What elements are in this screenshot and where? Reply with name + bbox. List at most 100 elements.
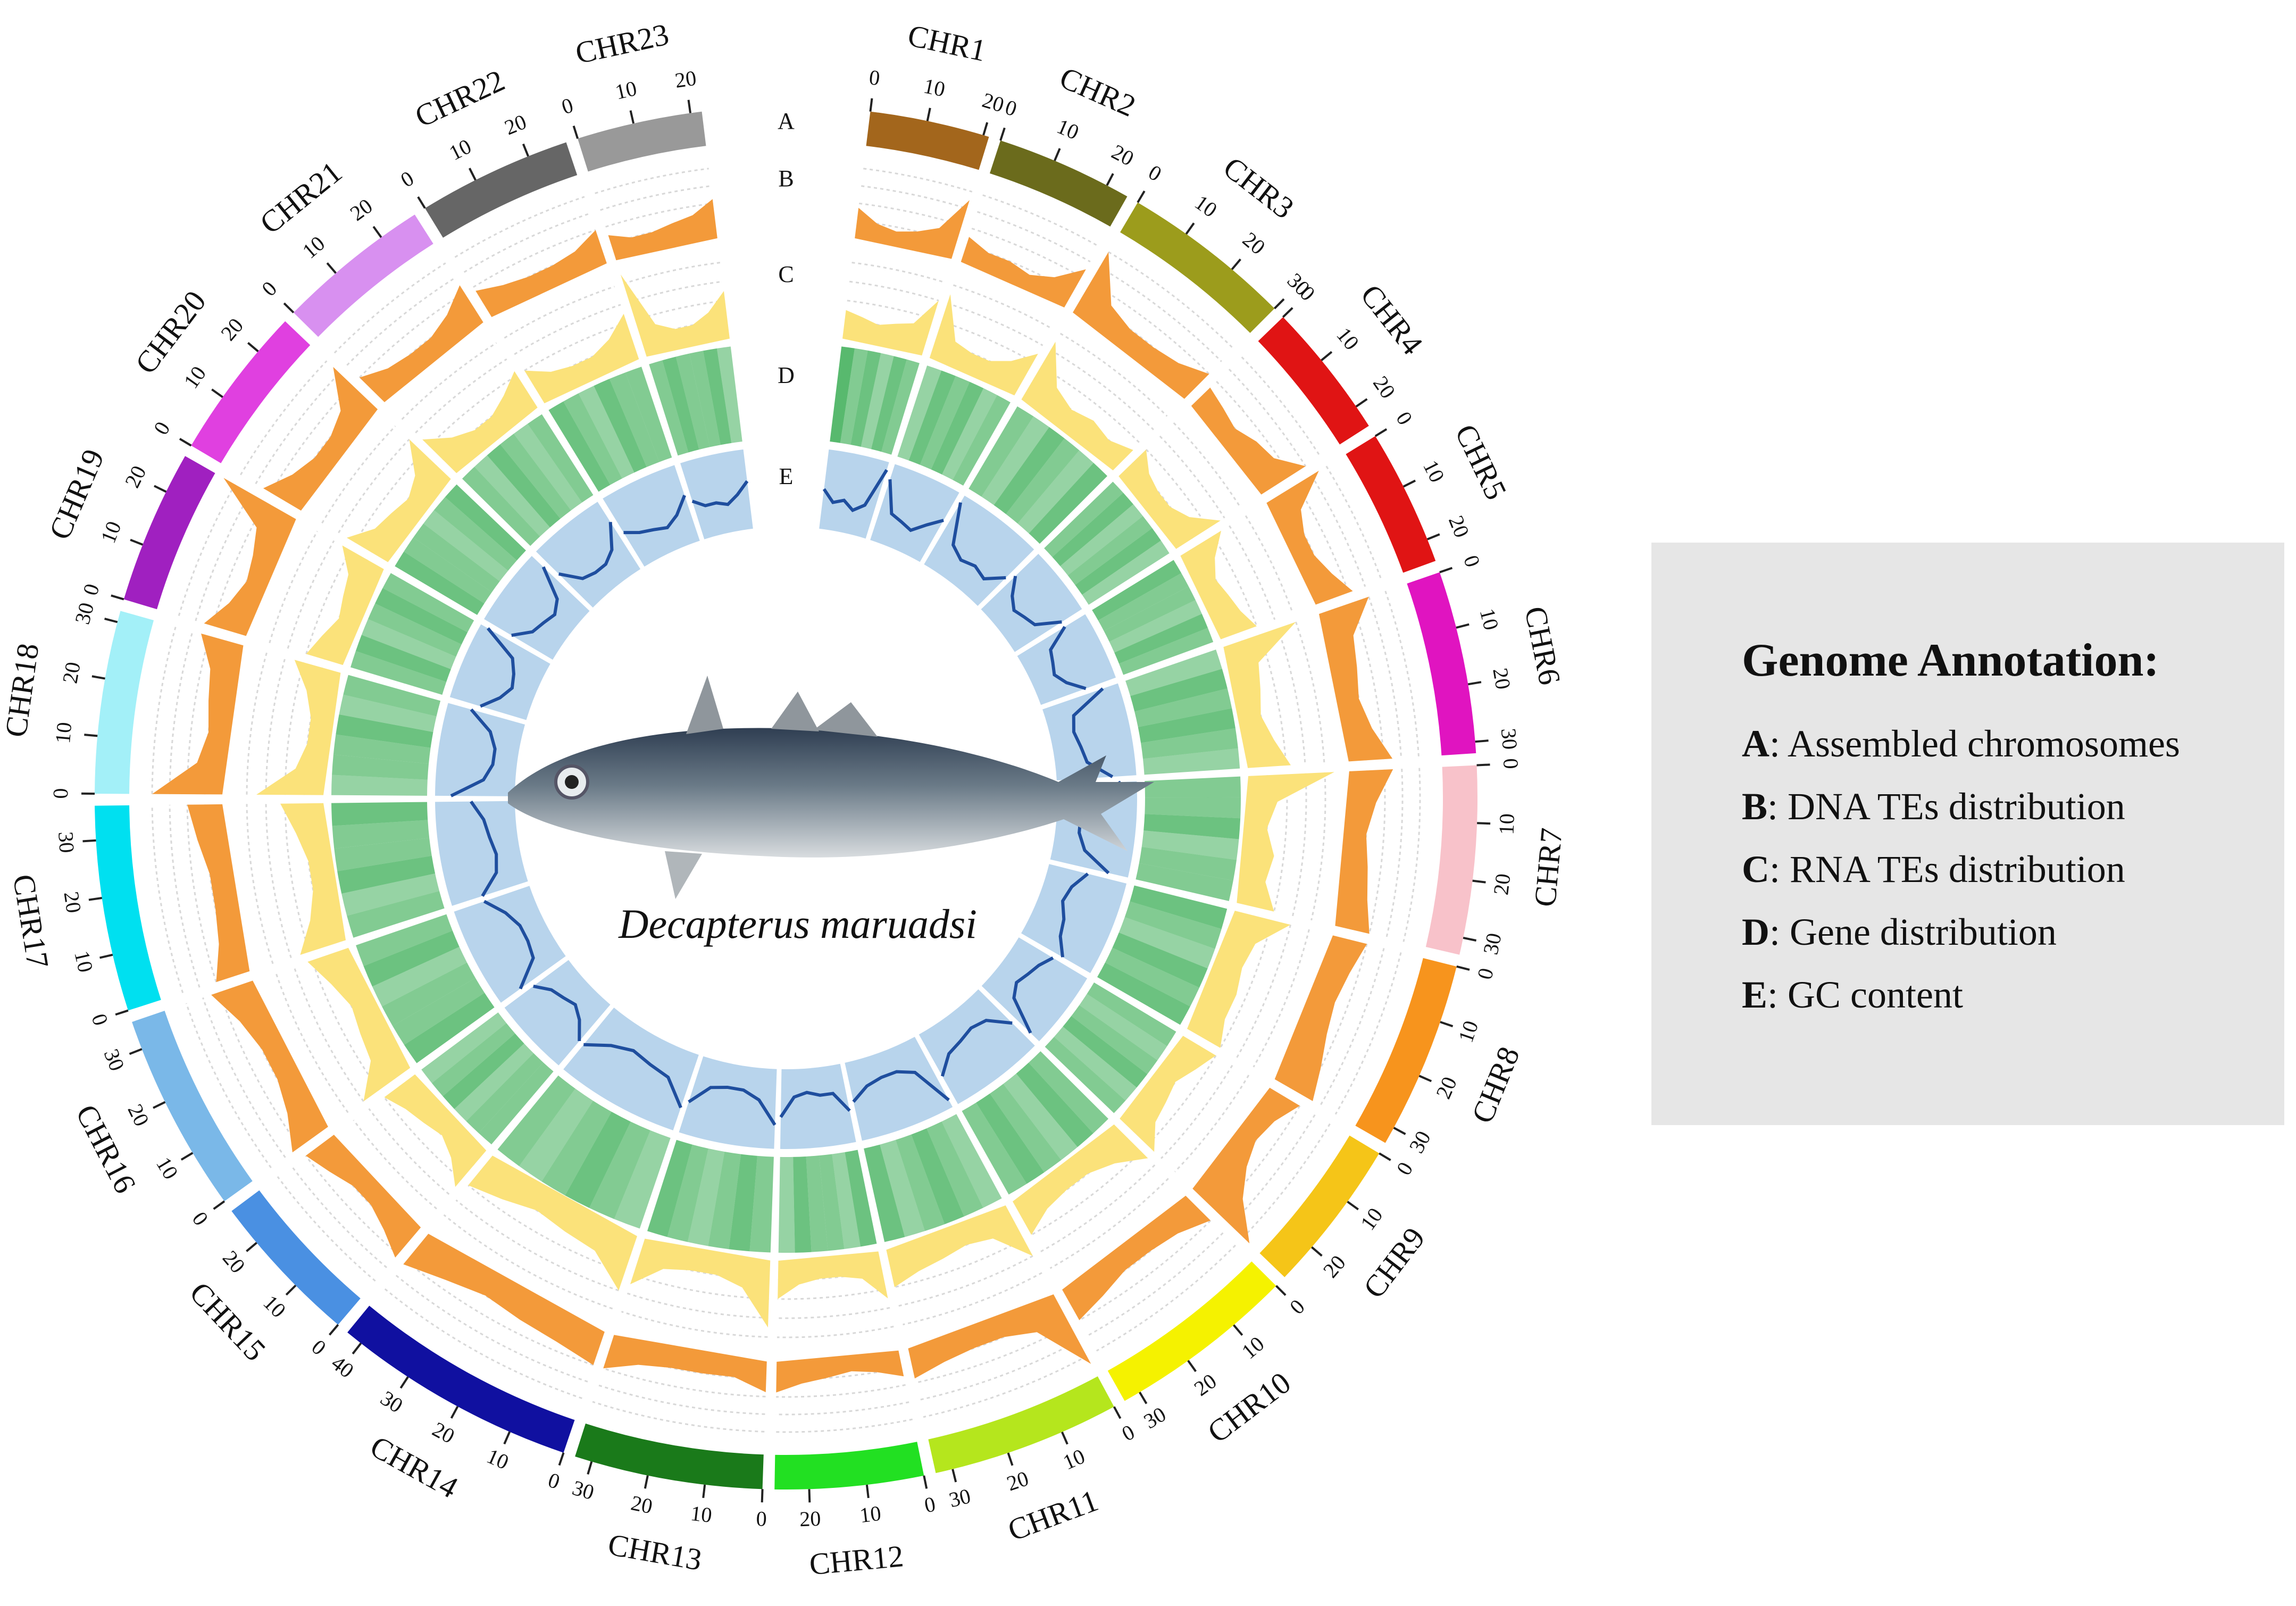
track-guide [293, 966, 364, 1102]
circos-plot: 0 1020CHR101020CHR20102030CHR301020CHR401… [0, 16, 1569, 1582]
gene-density [897, 365, 942, 461]
dna-area [1191, 387, 1306, 495]
gene-density [445, 484, 526, 561]
tick-mark [154, 485, 167, 493]
tick-label: 30 [1497, 727, 1522, 751]
tick-mark [1426, 533, 1440, 540]
gene-density [830, 346, 855, 443]
gene-density [1109, 600, 1202, 653]
track-guide [1325, 465, 1383, 581]
tick-mark [951, 1469, 957, 1483]
gene-density [497, 1075, 575, 1167]
track-guide [861, 185, 967, 210]
gene-density [355, 635, 451, 682]
gene-density [334, 838, 432, 871]
tick-label: 30 [947, 1484, 973, 1512]
chromosome-label: CHR7 [1527, 827, 1569, 909]
tick-mark [111, 594, 124, 601]
track-guide [1160, 1064, 1233, 1159]
gc-line [691, 480, 749, 507]
tick-mark [1476, 763, 1490, 767]
track-guide [265, 803, 292, 959]
chromosome-label: CHR23 [572, 16, 672, 70]
chromosome-label: CHR15 [183, 1275, 273, 1368]
gc-line [480, 627, 515, 708]
gene-density [880, 1139, 925, 1237]
gene-density [981, 416, 1049, 505]
track-guide [621, 1311, 768, 1338]
dna-area [305, 1135, 421, 1258]
gene-density [969, 406, 1034, 497]
rna-area [256, 660, 341, 795]
rna-area [886, 1205, 1033, 1287]
track-guide [285, 396, 366, 502]
legend-item: A: Assembled chromosomes [1742, 722, 2180, 765]
track-guide [1296, 484, 1350, 593]
gene-density [350, 651, 447, 695]
tick-mark [761, 1489, 764, 1503]
chromosome-ideogram [575, 1424, 764, 1489]
legend-key: E [1742, 973, 1767, 1016]
tick-mark [1137, 190, 1146, 203]
tick-label: 0 [922, 1492, 938, 1517]
gc-background [603, 465, 700, 567]
tick-label: 0 [78, 581, 104, 598]
track-guide [971, 228, 1082, 278]
tick-label: 20 [1444, 512, 1474, 541]
legend-item: D: Gene distribution [1742, 911, 2057, 953]
track-guide [1050, 349, 1154, 430]
chromosome-ideogram [989, 140, 1128, 227]
chromosome-ideogram [231, 1190, 361, 1325]
gene-density [850, 350, 881, 447]
gene-density [339, 694, 437, 733]
chromosome-ideogram [123, 456, 215, 610]
chromosome-label: CHR12 [808, 1538, 905, 1582]
track-guide [1253, 929, 1310, 1068]
track-guide [151, 626, 177, 794]
gene-density [1082, 540, 1170, 605]
track-guide [1295, 621, 1325, 763]
gene-density [625, 367, 672, 462]
tick-mark [1106, 173, 1114, 186]
gene-density [1136, 863, 1233, 901]
rna-area [468, 1155, 637, 1291]
gene-density [404, 537, 492, 604]
rna-area [1187, 911, 1291, 1048]
gene-density [708, 1152, 741, 1250]
track-guide [428, 375, 517, 447]
gc-line [1058, 872, 1089, 958]
dna-area [608, 199, 717, 261]
track-guide [1245, 515, 1293, 613]
track-guide [1031, 1151, 1142, 1236]
gene-density [703, 348, 732, 445]
dna-area [1073, 252, 1209, 399]
chromosome-label: CHR6 [1518, 604, 1567, 688]
gene-density [527, 414, 594, 503]
dna-area [908, 1294, 1091, 1379]
gene-density [667, 1144, 708, 1242]
ring-label: C [778, 261, 794, 287]
tick-mark [558, 1452, 565, 1466]
gc-line [852, 1070, 950, 1103]
tick-label: 30 [70, 600, 99, 627]
gene-density [413, 523, 500, 593]
gene-density [356, 914, 453, 967]
gene-density [1119, 628, 1214, 675]
gene-density [993, 427, 1065, 514]
tick-label: 20 [218, 1246, 250, 1278]
track-guide [1099, 266, 1222, 362]
gene-density [1003, 1074, 1078, 1160]
legend-key: B [1742, 785, 1767, 828]
tick-label: 10 [179, 362, 211, 393]
rna-area [929, 294, 1038, 396]
track-guide [1241, 356, 1322, 457]
tick-label: 20 [1489, 872, 1515, 896]
tick-mark [88, 896, 102, 901]
gene-density [478, 1062, 554, 1145]
tick-label: 0 [1473, 966, 1499, 981]
rna-area [384, 1074, 487, 1187]
gene-density [337, 855, 436, 894]
track-guide [287, 540, 335, 649]
track-guide [178, 484, 236, 617]
